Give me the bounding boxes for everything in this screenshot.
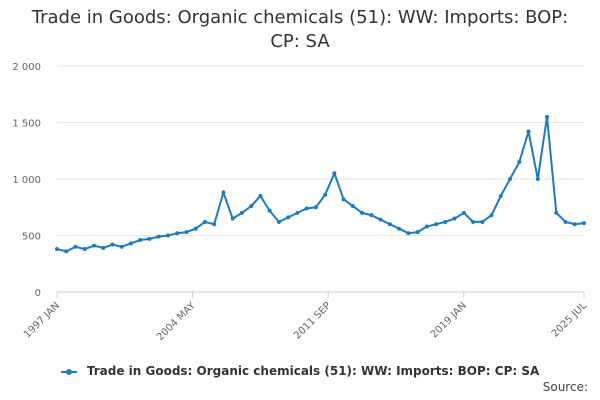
data-point[interactable] — [341, 197, 346, 202]
x-axis-ticks: 1997 JAN 2004 MAY 2011 SEP 2019 JAN 2025 JUL — [22, 292, 589, 343]
data-point[interactable] — [508, 177, 513, 181]
data-point[interactable] — [545, 114, 550, 119]
data-point[interactable] — [452, 216, 457, 221]
data-point[interactable] — [175, 231, 180, 236]
data-point[interactable] — [156, 234, 161, 239]
data-point[interactable] — [304, 206, 309, 211]
x-tick-label: 2004 MAY — [155, 300, 198, 343]
data-point[interactable] — [535, 177, 540, 181]
legend-swatch-icon — [60, 367, 77, 377]
data-point[interactable] — [350, 204, 355, 209]
data-point[interactable] — [276, 219, 281, 224]
data-point[interactable] — [489, 213, 494, 218]
data-point[interactable] — [313, 205, 318, 210]
data-point[interactable] — [415, 230, 420, 235]
data-point[interactable] — [239, 210, 244, 215]
source-label: Source: — [542, 380, 588, 394]
legend-label: Trade in Goods: Organic chemicals (51): … — [86, 364, 540, 378]
y-tick-label: 1 000 — [12, 175, 41, 186]
data-point[interactable] — [387, 222, 392, 227]
legend[interactable]: Trade in Goods: Organic chemicals (51): … — [0, 364, 600, 378]
y-tick-label: 0 — [35, 288, 41, 299]
data-point[interactable] — [267, 208, 272, 213]
data-point[interactable] — [480, 219, 485, 224]
data-point[interactable] — [295, 210, 300, 215]
data-point[interactable] — [471, 219, 476, 224]
x-tick-label: 1997 JAN — [22, 300, 62, 340]
series-points — [55, 114, 586, 254]
data-point[interactable] — [360, 210, 365, 215]
data-point[interactable] — [286, 215, 291, 220]
data-point[interactable] — [498, 193, 503, 198]
data-point[interactable] — [443, 219, 448, 224]
x-tick-label: 2025 JUL — [550, 300, 590, 340]
x-tick-label: 2019 JAN — [429, 300, 469, 340]
data-point[interactable] — [434, 222, 439, 227]
data-point[interactable] — [517, 160, 522, 165]
chart-title: Trade in Goods: Organic chemicals (51): … — [31, 7, 569, 52]
data-point[interactable] — [230, 216, 235, 221]
data-point[interactable] — [128, 241, 133, 246]
data-point[interactable] — [73, 244, 78, 249]
data-point[interactable] — [369, 213, 374, 218]
data-point[interactable] — [563, 219, 568, 224]
data-point[interactable] — [406, 231, 411, 236]
data-point[interactable] — [572, 222, 577, 227]
data-point[interactable] — [184, 230, 189, 235]
data-point[interactable] — [554, 210, 559, 215]
data-point[interactable] — [147, 236, 152, 241]
data-point[interactable] — [91, 243, 96, 248]
data-point[interactable] — [202, 219, 207, 224]
y-tick-label: 500 — [22, 232, 41, 243]
data-point[interactable] — [64, 249, 69, 254]
data-point[interactable] — [82, 247, 87, 252]
y-tick-label: 1 500 — [12, 119, 41, 130]
data-point[interactable] — [193, 226, 198, 231]
data-point[interactable] — [258, 193, 263, 198]
data-point[interactable] — [165, 233, 170, 238]
grid-lines — [57, 65, 584, 236]
data-point[interactable] — [323, 192, 328, 197]
data-point[interactable] — [461, 210, 466, 215]
data-point[interactable] — [526, 129, 531, 134]
data-point[interactable] — [424, 224, 429, 229]
data-point[interactable] — [332, 171, 337, 176]
data-point[interactable] — [221, 190, 226, 195]
y-tick-label: 2 000 — [12, 62, 41, 73]
data-point[interactable] — [138, 238, 143, 243]
x-tick-label: 2011 SEP — [292, 300, 333, 341]
data-point[interactable] — [119, 244, 124, 249]
data-point[interactable] — [55, 247, 59, 252]
data-point[interactable] — [212, 222, 217, 227]
data-point[interactable] — [110, 242, 115, 247]
series-line[interactable] — [56, 116, 585, 253]
data-point[interactable] — [582, 221, 586, 226]
data-point[interactable] — [101, 245, 106, 250]
y-axis-ticks: 0 500 1 000 1 500 2 000 — [12, 62, 41, 299]
data-point[interactable] — [249, 204, 254, 209]
data-point[interactable] — [397, 226, 402, 231]
data-point[interactable] — [378, 217, 383, 222]
